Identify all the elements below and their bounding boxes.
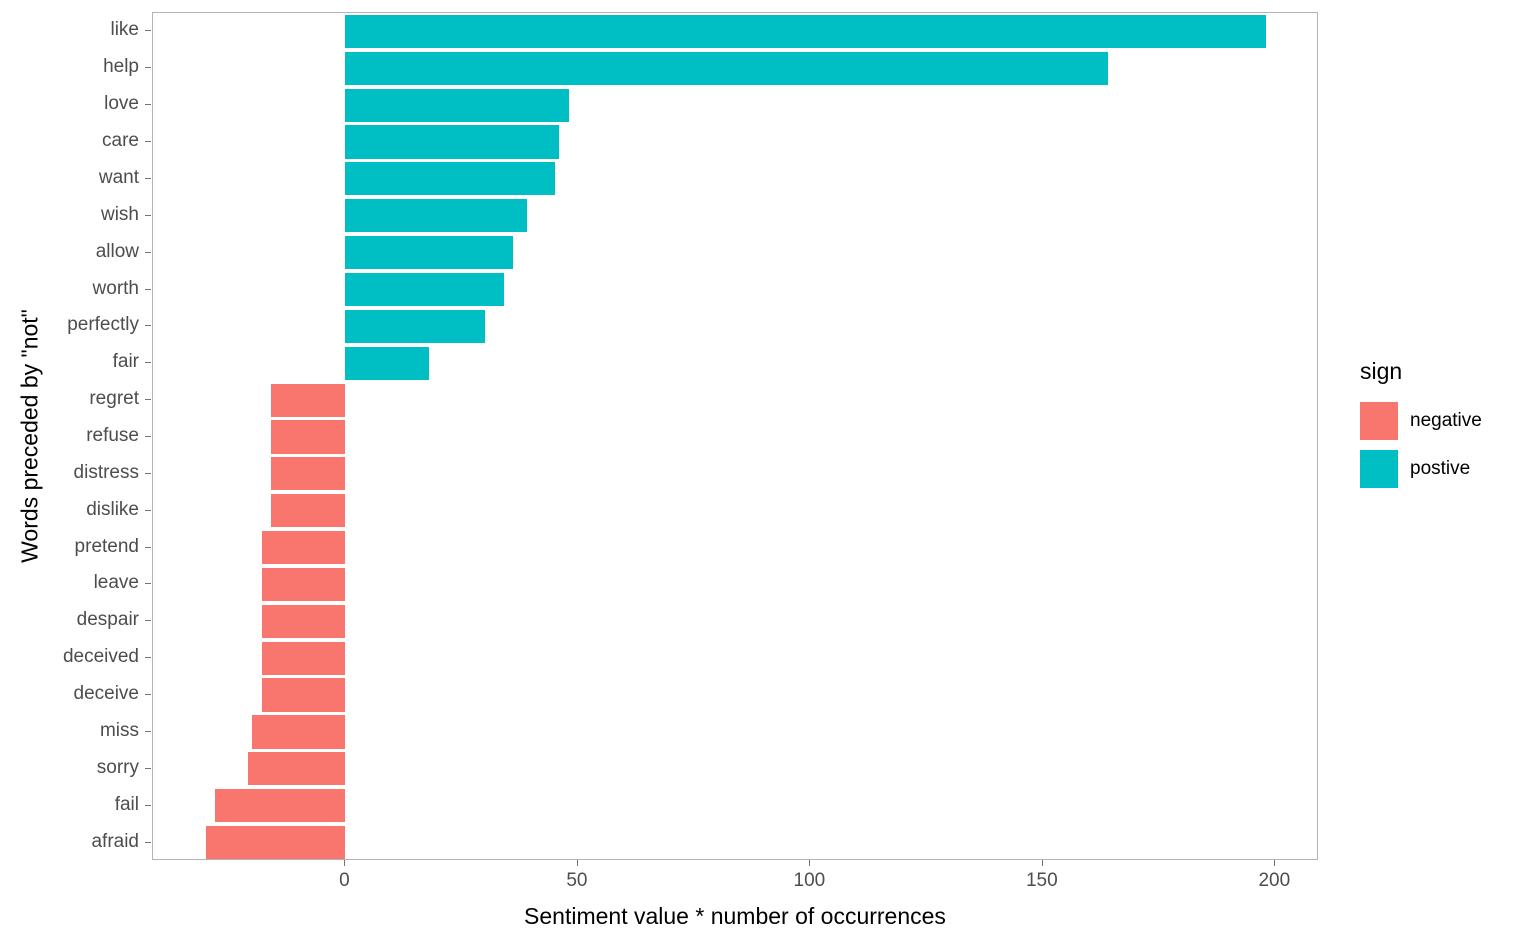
bar-dislike bbox=[271, 494, 346, 528]
bar-refuse bbox=[271, 420, 346, 454]
y-tick-mark bbox=[145, 841, 151, 843]
x-tick-label-0: 0 bbox=[339, 870, 350, 891]
y-tick-label-deceived: deceived bbox=[62, 646, 139, 668]
y-tick-label-help: help bbox=[103, 56, 139, 78]
y-tick-mark bbox=[145, 362, 151, 364]
y-tick-label-perfectly: perfectly bbox=[67, 314, 139, 336]
y-tick-mark bbox=[145, 546, 151, 548]
y-tick-mark bbox=[145, 694, 151, 696]
y-tick-mark bbox=[145, 436, 151, 437]
legend-items: negative postive bbox=[1360, 401, 1530, 489]
x-tick-label-50: 50 bbox=[566, 870, 588, 891]
bar-help bbox=[345, 51, 1108, 85]
legend-item-negative: negative bbox=[1360, 401, 1530, 441]
bar-want bbox=[345, 162, 555, 196]
bar-regret bbox=[271, 383, 346, 417]
y-tick-label-despair: despair bbox=[76, 609, 139, 631]
y-axis-title: Words preceded by "not" bbox=[16, 309, 43, 563]
bar-miss bbox=[252, 715, 346, 749]
y-tick-mark bbox=[145, 67, 151, 69]
y-tick-mark bbox=[145, 251, 151, 253]
y-tick-label-afraid: afraid bbox=[91, 830, 139, 852]
plot-panel bbox=[152, 12, 1318, 860]
legend-key-swatch bbox=[1360, 450, 1398, 488]
legend-label: negative bbox=[1410, 410, 1482, 431]
x-axis-title: Sentiment value * number of occurrences bbox=[524, 903, 946, 929]
y-tick-mark bbox=[145, 288, 151, 290]
x-tick-mark bbox=[1041, 860, 1043, 866]
x-tick-label-150: 150 bbox=[1025, 870, 1058, 891]
y-tick-mark bbox=[145, 104, 151, 106]
y-tick-label-want: want bbox=[98, 166, 139, 188]
y-tick-label-care: care bbox=[102, 130, 139, 152]
bar-afraid bbox=[206, 825, 346, 860]
bar-like bbox=[345, 14, 1266, 48]
y-tick-mark bbox=[145, 804, 151, 806]
y-tick-label-wish: wish bbox=[100, 203, 139, 225]
y-tick-mark bbox=[145, 30, 151, 32]
y-tick-label-love: love bbox=[104, 93, 139, 115]
y-tick-label-fair: fair bbox=[112, 351, 139, 373]
bar-fair bbox=[345, 346, 430, 380]
x-tick-mark bbox=[809, 860, 811, 866]
x-tick-mark bbox=[344, 860, 346, 866]
y-tick-label-deceive: deceive bbox=[73, 683, 140, 705]
legend-key-swatch bbox=[1360, 402, 1398, 440]
y-tick-label-fail: fail bbox=[114, 793, 139, 815]
y-tick-mark bbox=[145, 325, 151, 327]
y-tick-label-sorry: sorry bbox=[96, 756, 139, 778]
y-tick-mark bbox=[145, 214, 151, 216]
bar-distress bbox=[271, 457, 346, 491]
bar-allow bbox=[345, 236, 513, 270]
y-tick-label-pretend: pretend bbox=[74, 535, 139, 557]
y-tick-mark bbox=[145, 657, 151, 659]
bar-fail bbox=[215, 789, 346, 823]
y-tick-mark bbox=[145, 509, 151, 511]
bar-worth bbox=[345, 272, 504, 307]
y-tick-label-distress: distress bbox=[73, 461, 139, 483]
y-tick-mark bbox=[145, 399, 151, 401]
bar-pretend bbox=[261, 531, 346, 565]
y-tick-label-dislike: dislike bbox=[86, 498, 139, 520]
y-tick-label-leave: leave bbox=[93, 572, 139, 594]
legend-item-postive: postive bbox=[1360, 449, 1530, 489]
y-tick-mark bbox=[145, 583, 151, 585]
y-tick-label-like: like bbox=[110, 19, 139, 41]
bar-deceived bbox=[261, 641, 346, 675]
bar-love bbox=[345, 88, 569, 122]
y-tick-label-regret: regret bbox=[89, 388, 139, 410]
legend: sign negative postive bbox=[1360, 358, 1530, 497]
legend-label: postive bbox=[1410, 458, 1471, 479]
y-tick-label-refuse: refuse bbox=[86, 425, 139, 446]
x-tick-mark bbox=[1274, 860, 1276, 866]
y-tick-label-worth: worth bbox=[92, 277, 139, 299]
bar-sorry bbox=[247, 752, 346, 786]
y-tick-mark bbox=[145, 177, 151, 179]
x-tick-label-100: 100 bbox=[793, 870, 826, 891]
x-tick-label-200: 200 bbox=[1258, 870, 1291, 891]
y-tick-mark bbox=[145, 767, 151, 769]
bar-deceive bbox=[261, 678, 346, 712]
legend-title: sign bbox=[1360, 358, 1403, 384]
bar-leave bbox=[261, 567, 346, 602]
bar-perfectly bbox=[345, 309, 485, 343]
bar-wish bbox=[345, 199, 527, 233]
y-tick-mark bbox=[145, 730, 151, 732]
bar-care bbox=[345, 125, 560, 159]
y-tick-mark bbox=[145, 620, 151, 622]
y-tick-mark bbox=[145, 141, 151, 143]
y-tick-label-miss: miss bbox=[99, 719, 139, 741]
bar-despair bbox=[261, 604, 346, 638]
y-tick-mark bbox=[145, 472, 151, 474]
y-tick-label-allow: allow bbox=[95, 240, 139, 262]
x-tick-mark bbox=[576, 860, 578, 866]
